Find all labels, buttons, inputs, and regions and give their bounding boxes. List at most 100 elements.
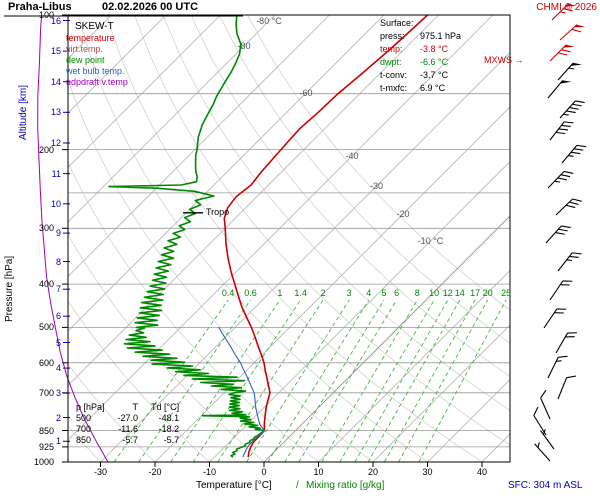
temp-tick-label: 0 — [261, 467, 267, 477]
temp-tick-label: -10 — [202, 467, 216, 477]
mxws-arrow-icon: → — [514, 55, 524, 65]
surface-row-value: -6.6 °C — [420, 57, 449, 67]
pressure-gridlines — [68, 93, 510, 448]
wind-barb — [533, 406, 547, 436]
pressure-tick-label: 400 — [38, 279, 54, 290]
wind-barb — [555, 332, 577, 354]
wind-barb — [561, 144, 587, 164]
legend-item: wet bulb temp. — [66, 66, 125, 76]
table-cell: 850 — [76, 435, 92, 445]
surface-info-rows: press: 975.1 hPa temp: -3.8 °C dwpt: -6.6 °C t… — [380, 30, 461, 95]
updraft_virt_temp-curve — [37, 14, 109, 462]
temp-tick-label: 30 — [422, 467, 433, 477]
isotherm-label: -80 — [237, 41, 251, 51]
table-cell: -48.1 — [158, 413, 180, 423]
copyright-label: CHMI © 2026 — [536, 2, 597, 13]
wind-barb — [559, 100, 585, 119]
station-name: Praha-Libus — [8, 1, 72, 13]
altitude-tick-label: 13 — [50, 107, 61, 118]
mixing-ratio-label: 4 — [366, 288, 372, 298]
altitude-tick-label: 1 — [55, 436, 61, 447]
mixing-ratio-label: 1 — [277, 288, 283, 298]
isotherm-label: -80 °C — [256, 16, 282, 26]
table-row: 850 -5.7 -5.7 — [76, 435, 179, 446]
legend: SKEW-T temperature virt.temp. dew point wet… — [66, 21, 128, 88]
pressure-tick-label: 850 — [38, 425, 54, 436]
wind-barb — [549, 280, 573, 301]
wet_bulb-curve — [218, 327, 266, 458]
mxws-marker: MXWS → — [484, 55, 524, 65]
altitude-tick-label: 16 — [50, 15, 61, 26]
mixing-ratio-label: 0.6 — [244, 288, 257, 298]
wind-barb — [549, 121, 574, 141]
altitude-tick-label: 3 — [55, 388, 61, 399]
plot-border — [67, 14, 511, 463]
surface-row-value: -3.7 °C — [420, 70, 449, 80]
surface-row-label: press: — [380, 31, 405, 41]
pressure-tick-label: 300 — [38, 223, 54, 234]
table-row: 700 -11.6 -18.2 — [76, 424, 179, 435]
temperature-curve — [223, 15, 429, 458]
mixing-ratio-label: 1.4 — [294, 288, 307, 298]
wind-barb-column — [533, 3, 587, 462]
dew_point-curve — [108, 15, 266, 458]
pressure-tick-label: 100 — [38, 10, 54, 20]
temp-axis-title: Temperature [°C] — [196, 480, 272, 491]
surface-info-row: press: 975.1 hPa — [380, 30, 461, 43]
wind-barb — [555, 198, 582, 216]
surface-row-label: dwpt: — [380, 57, 402, 67]
wind-barb — [534, 442, 551, 462]
surface-info-title: Surface: — [380, 18, 414, 28]
legend-item: virt.temp. — [66, 44, 104, 54]
pressure-tick-label: 1000 — [33, 457, 54, 467]
wind-barb — [557, 252, 582, 272]
legend-item: temperature — [66, 33, 115, 43]
altitude-tick-label: 12 — [50, 138, 61, 148]
surface-info-row: temp: -3.8 °C — [380, 43, 461, 56]
altitude-tick-label: 15 — [50, 46, 61, 57]
mxws-label: MXWS — [484, 55, 512, 65]
sounding-datetime: 02.02.2026 00 UTC — [102, 1, 199, 13]
surface-row-value: -3.8 °C — [420, 44, 449, 54]
legend-title: SKEW-T — [75, 21, 114, 32]
sounding-curves — [108, 15, 429, 458]
altitude-axis-title: Altitude [km] — [18, 84, 29, 140]
wind-barb — [551, 3, 577, 21]
wind-barb — [547, 170, 574, 189]
mixing-ratio-label: 2 — [320, 288, 326, 298]
altitude-tick-label: 9 — [55, 228, 61, 239]
legend-item: dew point — [66, 55, 105, 65]
surface-row-label: t-conv: — [380, 70, 408, 80]
table-cell: -11.6 — [118, 424, 139, 434]
mixing-ratio-label: 10 — [429, 288, 440, 298]
table-cell: 500 — [76, 413, 92, 423]
wind-barb — [543, 308, 567, 329]
mixing-ratio-label: 5 — [381, 288, 387, 298]
wind-barb — [545, 225, 571, 244]
altitude-tick-label: 14 — [50, 76, 61, 87]
altitude-tick-label: 8 — [55, 256, 61, 267]
altitude-tick-label: 4 — [55, 363, 61, 374]
wind-barb — [547, 80, 572, 99]
mixing-ratio-label: 20 — [482, 288, 493, 298]
table-header-cell: T — [132, 402, 139, 412]
isotherm-label: -30 — [369, 181, 383, 191]
isotherm-label: -60 — [299, 88, 313, 98]
wind-barb — [547, 355, 568, 379]
surface-info-box: Surface: press: 975.1 hPa temp: -3.8 °C dwpt… — [380, 17, 461, 95]
tropopause-label: Tropo — [206, 207, 230, 217]
altitude-tick-label: 5 — [55, 337, 61, 348]
table-header-cell: Td [°C] — [151, 402, 180, 412]
isotherm-label: -10 °C — [417, 236, 444, 246]
table-cell: -5.7 — [122, 435, 139, 445]
mixing-ratio-label: 14 — [454, 288, 465, 298]
table-header-cell: p [hPa] — [76, 402, 105, 412]
isotherm-label: -40 — [345, 151, 359, 161]
table-cell: 700 — [76, 424, 92, 434]
mixing-ratio-label: 25 — [501, 288, 512, 298]
altitude-tick-label: 2 — [55, 412, 61, 423]
wind-barb — [540, 429, 555, 450]
pressure-tick-label: 700 — [38, 387, 54, 398]
